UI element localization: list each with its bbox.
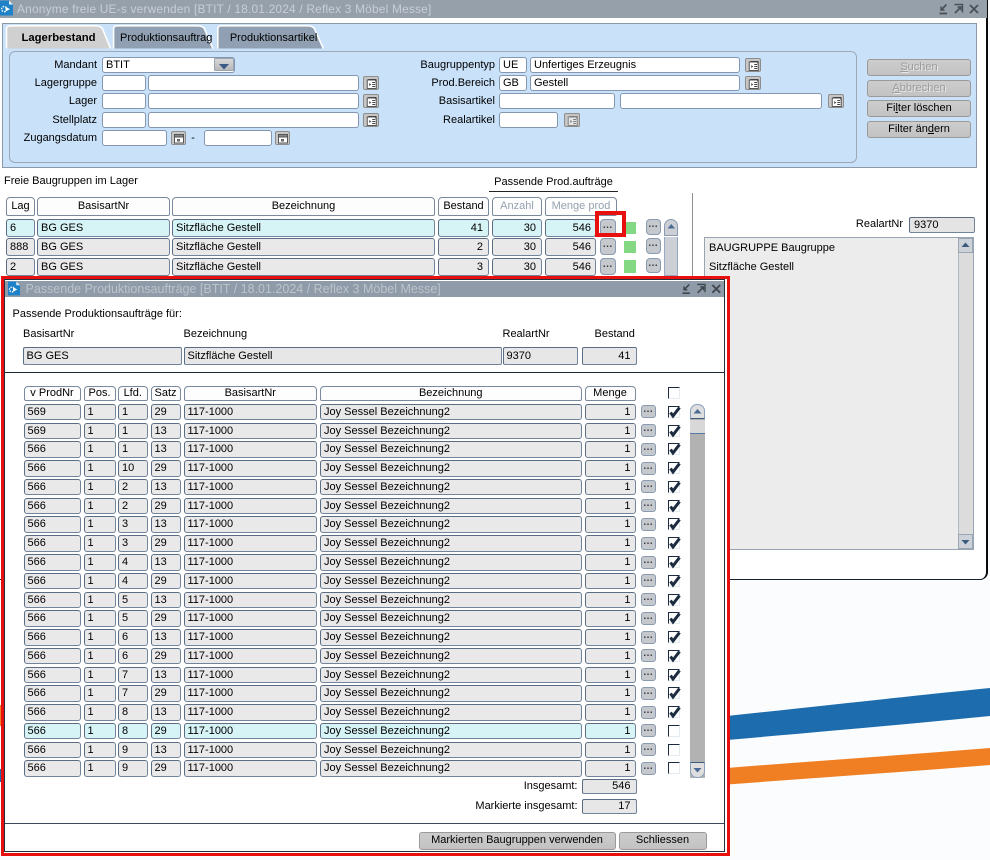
svg-text:Produktionsartikel: Produktionsartikel (230, 32, 317, 44)
svg-text:Lagerbestand: Lagerbestand (21, 32, 95, 44)
svg-text:Produktionsauftrag: Produktionsauftrag (120, 32, 212, 44)
